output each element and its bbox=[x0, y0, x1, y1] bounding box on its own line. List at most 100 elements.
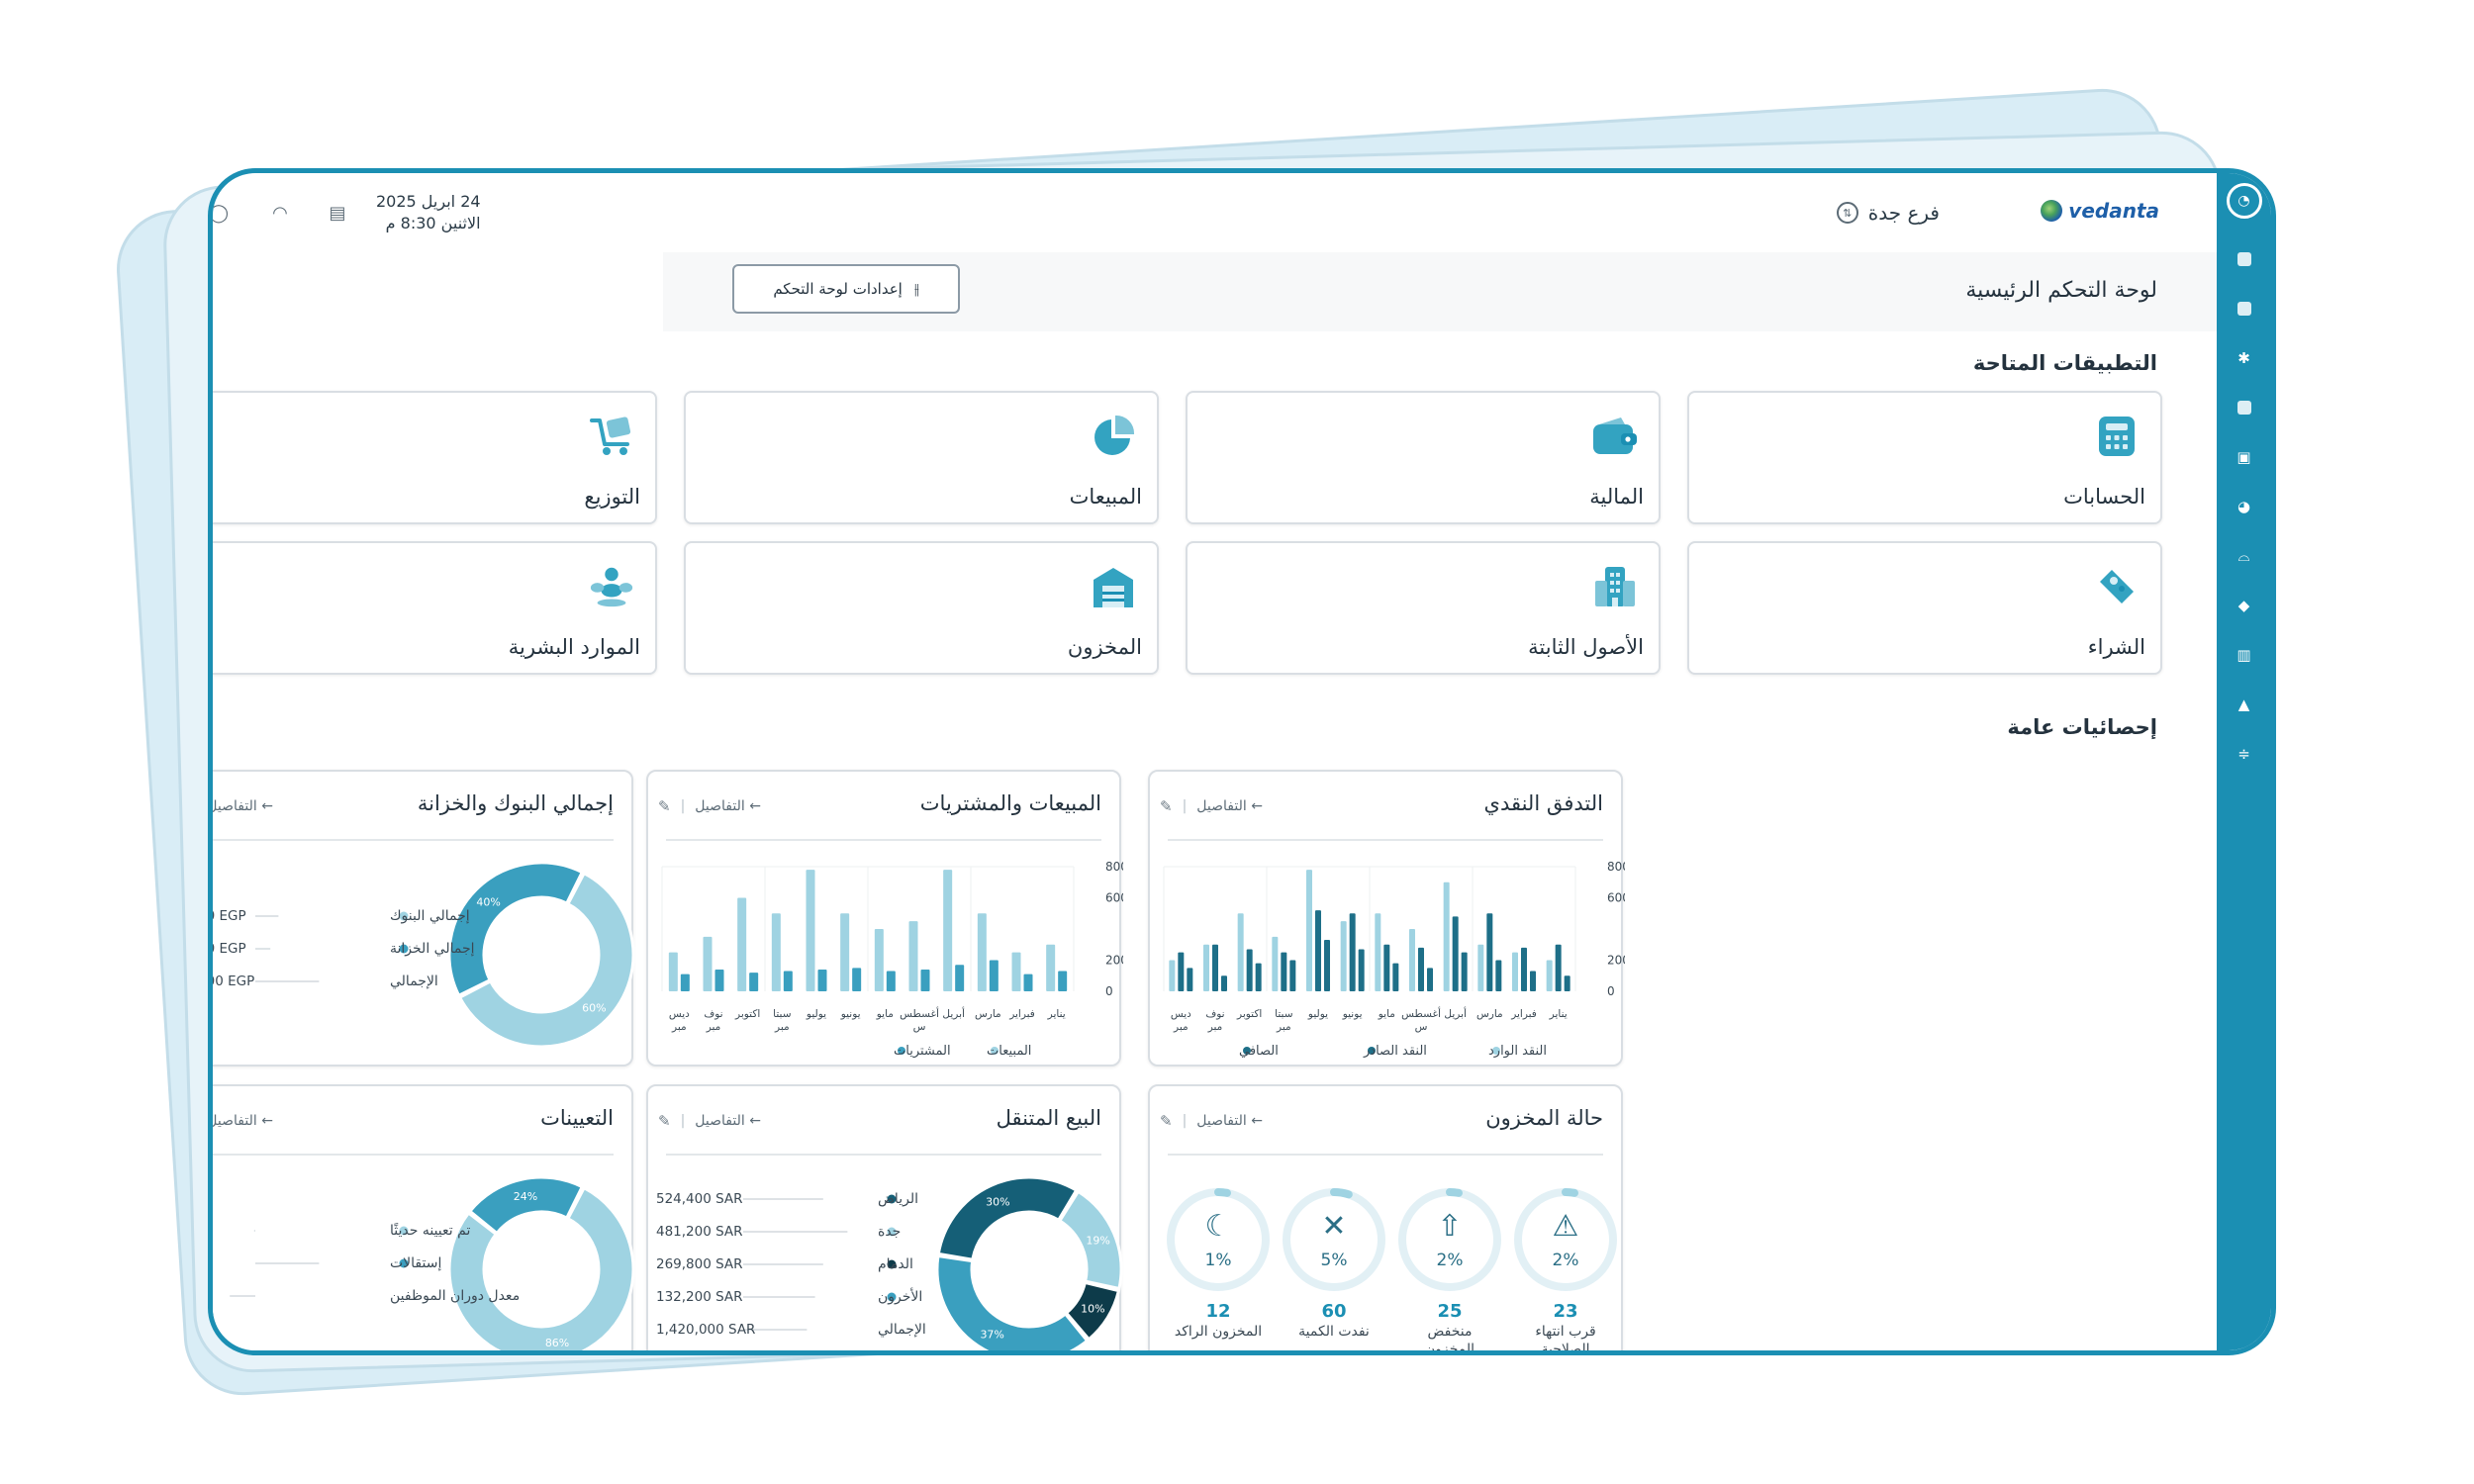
dashboard-settings-button[interactable]: ⫲ إعدادات لوحة التحكم bbox=[732, 264, 960, 314]
moon-icon: ☾ bbox=[1205, 1209, 1232, 1244]
app-card-hr[interactable]: الموارد البشرية bbox=[213, 541, 657, 675]
date-text: 24 ابريل 2025 bbox=[376, 192, 481, 211]
legend-label: المبيعات bbox=[987, 1044, 1031, 1059]
legend-label: النقد الوارد bbox=[1488, 1044, 1547, 1059]
bar bbox=[1512, 952, 1518, 991]
rail-building-icon[interactable]: ▥ bbox=[2236, 646, 2251, 664]
bar bbox=[668, 952, 678, 991]
switch-branch-icon[interactable]: ⇅ bbox=[1836, 202, 1858, 224]
top-bar: vedanta فرع جدة ⇅ 24 ابريل 2025 الاثنين … bbox=[208, 173, 2217, 252]
bar bbox=[1058, 971, 1068, 991]
app-card-purchasing[interactable]: الشراء bbox=[1687, 541, 2162, 675]
legend-swatch bbox=[399, 1226, 409, 1236]
x-tick-label: نوف bbox=[704, 1008, 722, 1020]
details-link[interactable]: ← التفاصيل bbox=[695, 798, 761, 814]
brand-logo[interactable]: vedanta bbox=[2041, 199, 2159, 223]
details-label: التفاصيل bbox=[1196, 798, 1247, 814]
bell-icon[interactable]: ◠ bbox=[272, 203, 288, 224]
calculator-icon[interactable]: ▤ bbox=[329, 203, 346, 224]
app-card-distribution[interactable]: التوزيع bbox=[213, 391, 657, 524]
pos-sales-chart: 30% 19% 10% 37% الرياض 524,400 SAR جدة 481,200 … bbox=[656, 1175, 1123, 1350]
details-link[interactable]: ← التفاصيل bbox=[213, 798, 273, 814]
details-link[interactable]: ← التفاصيل bbox=[1196, 1113, 1263, 1129]
rail-tag-icon[interactable]: ◆ bbox=[2237, 597, 2250, 614]
details-link[interactable]: ← التفاصيل bbox=[1196, 798, 1263, 814]
legend-label: النقد الصادر bbox=[1363, 1044, 1427, 1059]
brand-name: vedanta bbox=[2068, 199, 2159, 223]
separator: | bbox=[1182, 1113, 1188, 1129]
rail-calculator-icon[interactable] bbox=[2229, 389, 2260, 426]
legend-swatch bbox=[887, 1227, 897, 1237]
apps-section-title: التطبيقات المتاحة bbox=[1972, 351, 2157, 375]
arrow-up-icon: ⇧ bbox=[1437, 1209, 1462, 1244]
bar bbox=[840, 913, 850, 991]
rail-wallet-icon[interactable]: ▣ bbox=[2236, 448, 2251, 466]
gauge-fill bbox=[1330, 1188, 1353, 1199]
bar bbox=[1477, 944, 1484, 991]
x-tick-label: ديس bbox=[1171, 1008, 1191, 1020]
bar bbox=[783, 971, 793, 991]
details-link[interactable]: ← التفاصيل bbox=[695, 1113, 761, 1129]
pin-icon[interactable]: ✎ bbox=[658, 797, 671, 815]
legend-label: الأخرون bbox=[878, 1287, 922, 1305]
legend-row: جدة 481,200 SAR bbox=[656, 1224, 901, 1240]
app-card-sales[interactable]: المبيعات bbox=[684, 391, 1159, 524]
divider bbox=[1168, 1154, 1603, 1156]
help-icon[interactable]: ◯ bbox=[208, 203, 230, 224]
bar bbox=[1443, 881, 1450, 991]
bar bbox=[1418, 947, 1424, 991]
pin-icon[interactable]: ✎ bbox=[1160, 1112, 1173, 1130]
rail-pie-icon[interactable]: ◕ bbox=[2236, 498, 2251, 515]
x-tick-label: مايو bbox=[876, 1008, 894, 1020]
stat-card-sales-purchases: المبيعات والمشتريات ← التفاصيل | ✎ 0 200 6… bbox=[646, 770, 1123, 1067]
warehouse-icon bbox=[1090, 563, 1137, 610]
rail-accounts-icon[interactable] bbox=[2229, 290, 2260, 327]
building-icon bbox=[1591, 563, 1639, 610]
arrow-left-icon: ← bbox=[1251, 1113, 1263, 1129]
x-tick-label: أبريل bbox=[942, 1006, 965, 1020]
y-tick-label: 600 bbox=[1105, 891, 1123, 905]
bar bbox=[1203, 944, 1209, 991]
rail-logo-icon[interactable]: ◔ bbox=[2226, 183, 2262, 219]
rail-warehouse-icon[interactable]: ▲ bbox=[2237, 696, 2250, 713]
rail-dashboard-icon[interactable] bbox=[2229, 240, 2260, 278]
donut-slice bbox=[1064, 1280, 1121, 1342]
app-card-finance[interactable]: المالية bbox=[1186, 391, 1661, 524]
bar bbox=[1495, 960, 1502, 991]
gauge-percent: 2% bbox=[1553, 1251, 1579, 1270]
app-label: التوزيع bbox=[584, 485, 640, 509]
bar bbox=[1169, 960, 1176, 991]
bar bbox=[1023, 974, 1033, 991]
x-tick-label: يونيو bbox=[1342, 1008, 1363, 1020]
legend-swatch bbox=[399, 944, 409, 954]
bar bbox=[1237, 913, 1244, 991]
details-link[interactable]: ← التفاصيل bbox=[213, 1113, 273, 1129]
app-card-inventory[interactable]: المخزون bbox=[684, 541, 1159, 675]
bar bbox=[989, 960, 999, 991]
legend-value: 1,420,000 SAR bbox=[656, 1322, 755, 1338]
x-tick-label: اكتوبر bbox=[1236, 1008, 1262, 1020]
app-card-accounts[interactable]: الحسابات bbox=[1687, 391, 2162, 524]
branch-selector[interactable]: فرع جدة ⇅ bbox=[1836, 201, 1940, 225]
stat-card-actions: ← التفاصيل | ✎ bbox=[213, 797, 273, 815]
bar bbox=[1255, 963, 1262, 991]
pin-icon[interactable]: ✎ bbox=[1160, 797, 1173, 815]
bar bbox=[1289, 960, 1296, 991]
bar bbox=[1427, 968, 1433, 991]
app-card-fixed-assets[interactable]: الأصول الثابتة bbox=[1186, 541, 1661, 675]
rail-cart-icon[interactable]: ⌓ bbox=[2237, 547, 2250, 565]
donut-slice bbox=[935, 1253, 1090, 1350]
gauge-item: ✕ 5% 60 نفدت الكمية bbox=[1283, 1188, 1385, 1340]
stat-card-banks-treasury: إجمالي البنوك والخزانة ← التفاصيل | ✎ 60… bbox=[213, 770, 635, 1067]
x-tick-label: سبتا bbox=[773, 1008, 791, 1020]
rail-people-icon[interactable]: ≑ bbox=[2237, 745, 2250, 763]
arrow-left-icon: ← bbox=[261, 798, 273, 814]
stat-card-actions: ← التفاصيل | ✎ bbox=[1160, 1112, 1263, 1130]
pin-icon[interactable]: ✎ bbox=[658, 1112, 671, 1130]
x-tick-label: يونيو bbox=[840, 1008, 861, 1020]
stat-card-actions: ← التفاصيل | ✎ bbox=[658, 1112, 761, 1130]
details-label: التفاصيل bbox=[695, 1113, 745, 1129]
rail-settings-icon[interactable]: ✱ bbox=[2237, 349, 2250, 367]
